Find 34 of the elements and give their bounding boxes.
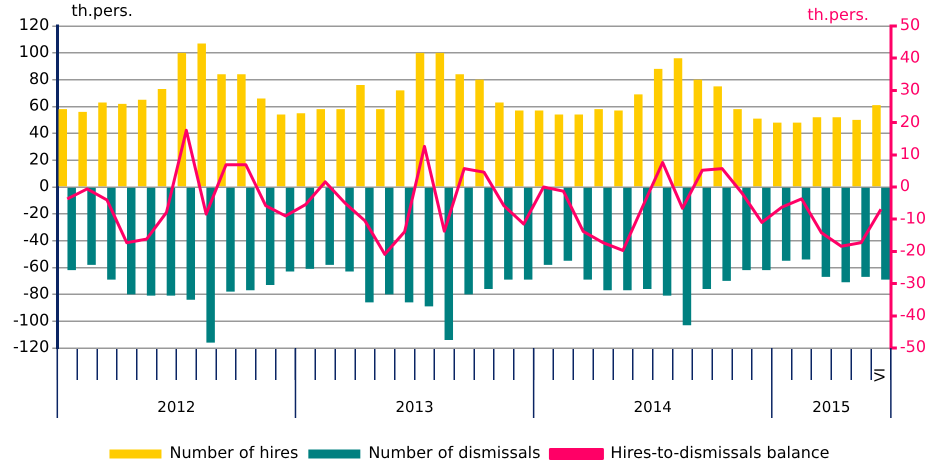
y-tick-label: 100 — [18, 42, 50, 61]
y-tick-label: 60 — [28, 96, 50, 115]
legend-label: Number of dismissals — [368, 443, 540, 462]
y2-tick-label: 30 — [900, 80, 920, 99]
text: 2015 — [812, 398, 850, 416]
y-tick-label: -100 — [13, 310, 50, 330]
y-tick-label: 120 — [18, 15, 50, 34]
text: 2014 — [634, 398, 672, 416]
y-tick-label: -120 — [13, 337, 50, 356]
y-axis-title: th.pers. — [71, 1, 133, 20]
y-tick-label: -60 — [23, 256, 50, 276]
y-tick-label: 40 — [28, 122, 50, 142]
y2-tick-label: -10 — [900, 208, 926, 228]
y2-tick-label: -20 — [900, 240, 926, 260]
legend-label: Number of hires — [169, 443, 298, 462]
text: 2013 — [395, 398, 434, 416]
text: 2012 — [157, 398, 196, 416]
y-tick-label: -40 — [23, 230, 50, 249]
y-tick-label: 80 — [28, 68, 50, 88]
x-tick-label: VI — [872, 368, 889, 382]
legend-label: Hires-to-dismissals balance — [610, 443, 830, 462]
y2-tick-label: 50 — [900, 15, 920, 34]
y2-tick-label: 10 — [900, 144, 920, 163]
y2-tick-label: 40 — [900, 47, 920, 66]
y2-tick-label: -30 — [900, 272, 926, 292]
y2-tick-label: -50 — [900, 337, 926, 356]
y2-axis-title: th.pers. — [807, 5, 869, 24]
y-tick-label: -80 — [23, 283, 50, 302]
y-tick-label: 0 — [39, 176, 50, 196]
y2-tick-label: -40 — [900, 304, 926, 324]
y-tick-label: -20 — [23, 202, 50, 222]
y2-tick-label: 20 — [900, 112, 920, 131]
y-tick-label: 20 — [28, 149, 50, 168]
y2-tick-label: 0 — [900, 176, 910, 196]
